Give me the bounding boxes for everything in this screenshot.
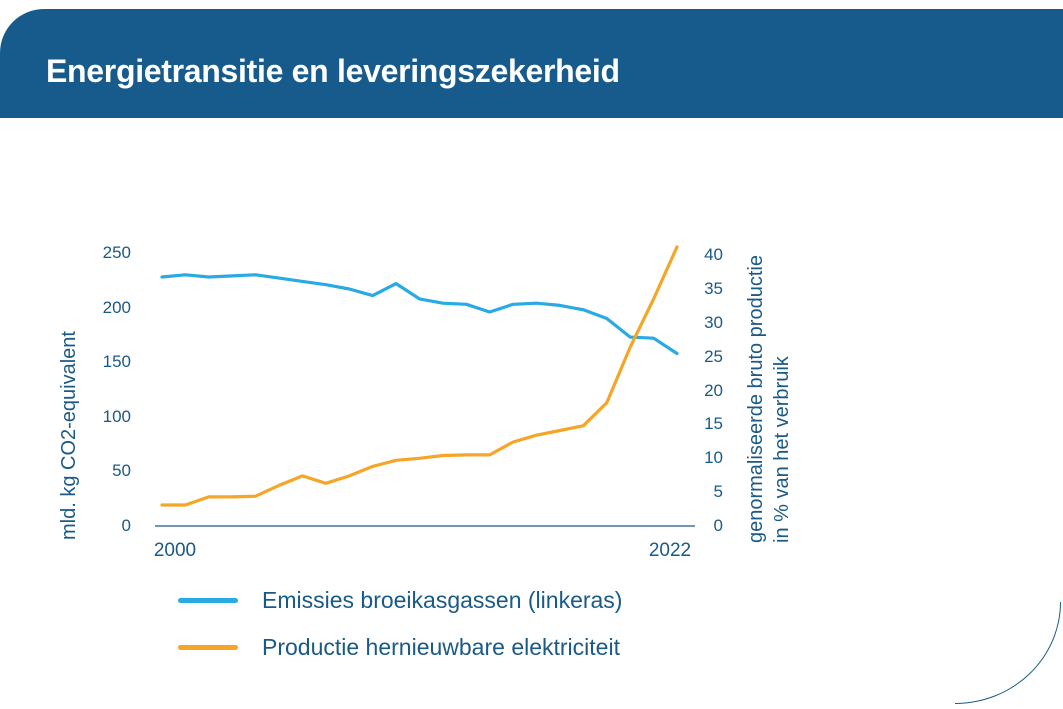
renewables-legend-swatch bbox=[178, 644, 238, 650]
right-axis-tick-20: 20 bbox=[704, 380, 723, 400]
legend-item-emissions: Emissies broeikasgassen (linkeras) bbox=[178, 585, 622, 615]
right-axis-tick-5: 5 bbox=[713, 482, 723, 502]
left-axis-tick-50: 50 bbox=[112, 461, 131, 481]
left-axis-tick-150: 150 bbox=[102, 352, 131, 372]
right-axis-tick-0: 0 bbox=[713, 516, 723, 535]
emissions-legend-swatch bbox=[178, 597, 238, 603]
right-axis-tick-35: 35 bbox=[704, 278, 723, 298]
left-axis-tick-200: 200 bbox=[102, 297, 131, 317]
right-axis-title: genormaliseerde bruto productie in % van… bbox=[743, 255, 795, 543]
renewables-line-series bbox=[160, 245, 679, 507]
header-band: Energietransitie en leveringszekerheid bbox=[0, 9, 1063, 118]
page-title: Energietransitie en leveringszekerheid bbox=[46, 53, 620, 89]
emissions-line-series bbox=[160, 273, 679, 356]
x-tick-2022: 2022 bbox=[648, 540, 692, 561]
left-axis-tick-250: 250 bbox=[102, 243, 131, 262]
right-axis-title-line2: in % van het verbruik bbox=[771, 356, 793, 543]
right-axis-tick-15: 15 bbox=[704, 414, 723, 434]
legend-item-renewables: Productie hernieuwbare elektriciteit bbox=[178, 632, 620, 662]
renewables-legend-label: Productie hernieuwbare elektriciteit bbox=[262, 633, 620, 660]
right-axis-tick-10: 10 bbox=[704, 448, 723, 468]
right-axis-tick-25: 25 bbox=[704, 346, 723, 366]
emissions-legend-label: Emissies broeikasgassen (linkeras) bbox=[262, 586, 623, 613]
left-axis-tick-0: 0 bbox=[121, 516, 131, 535]
left-axis-tick-100: 100 bbox=[102, 406, 131, 426]
left-axis-title: mld. kg CO2-equivalent bbox=[58, 331, 80, 540]
right-axis-title-line1: genormaliseerde bruto productie bbox=[745, 255, 767, 543]
right-axis-tick-30: 30 bbox=[704, 312, 723, 332]
right-axis-tick-40: 40 bbox=[704, 245, 723, 264]
x-tick-2000: 2000 bbox=[153, 540, 197, 561]
